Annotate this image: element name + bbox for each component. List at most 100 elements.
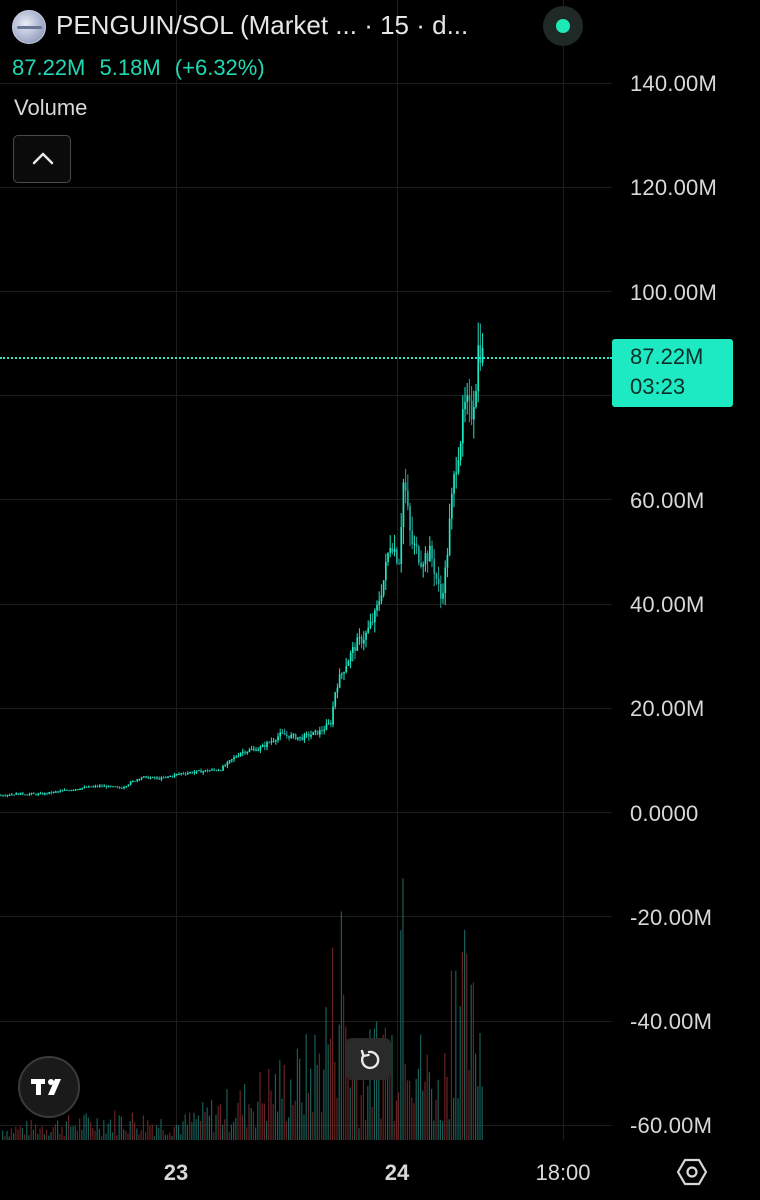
volume-bar [457, 1098, 459, 1140]
tradingview-logo-button[interactable] [18, 1056, 80, 1118]
candle [226, 760, 229, 769]
candle-body [345, 665, 348, 673]
candle-body [431, 545, 433, 559]
candle-body [444, 567, 447, 594]
price-chart[interactable] [0, 0, 612, 1140]
candle [151, 776, 154, 778]
volume-bar [290, 1079, 292, 1140]
volume-bar [211, 1100, 213, 1140]
y-tick-label: -20.00M [630, 905, 713, 930]
candle-body [125, 786, 128, 788]
candle-body [369, 621, 372, 628]
candle [354, 642, 356, 660]
volume-bar [380, 1118, 382, 1140]
volume-bar [336, 1098, 338, 1140]
candle-body [173, 774, 176, 777]
candle-body [268, 742, 271, 744]
candle [382, 580, 385, 598]
candle [457, 447, 460, 475]
candle-body [301, 736, 304, 740]
candle [277, 732, 279, 743]
candle [442, 583, 444, 604]
market-status-indicator[interactable] [543, 6, 583, 46]
volume-bar [233, 1121, 235, 1140]
candle [301, 734, 304, 741]
candle [0, 794, 2, 797]
candle [242, 748, 244, 757]
candle-body [204, 770, 207, 772]
candle [149, 776, 152, 780]
candle [6, 794, 9, 798]
candle [189, 771, 191, 774]
reset-chart-button[interactable] [346, 1038, 391, 1080]
candle-body [90, 786, 92, 788]
symbol-title[interactable]: PENGUIN/SOL (Market ... · 15 · d... [56, 10, 469, 40]
volume-bar [365, 1119, 367, 1140]
candle [310, 730, 312, 740]
candle [217, 768, 220, 772]
gridline [0, 708, 612, 709]
candle [105, 784, 108, 789]
volume-bar [464, 929, 466, 1140]
candle [402, 478, 405, 545]
candle-body [387, 553, 389, 562]
candle-body [400, 527, 403, 564]
volume-bar [123, 1129, 125, 1140]
volume-bar [400, 930, 402, 1140]
volume-bar [228, 1131, 230, 1140]
candle-body [288, 735, 290, 739]
candle [316, 730, 319, 736]
candle [160, 776, 163, 782]
candle-body [127, 784, 130, 787]
candle [134, 780, 136, 782]
candle [72, 789, 75, 791]
volume-bar [435, 1099, 437, 1140]
candle [250, 745, 253, 751]
volume-bar [334, 1062, 336, 1140]
candle-body [233, 757, 235, 760]
candle [358, 628, 361, 645]
gridline [0, 604, 612, 605]
candle-body [433, 558, 436, 574]
volume-bar [268, 1068, 270, 1140]
candle [367, 620, 370, 634]
volume-bar [292, 1104, 294, 1140]
candle [448, 503, 451, 557]
volume-indicator-title[interactable]: Volume [14, 95, 88, 120]
candle [107, 785, 110, 788]
gridline [0, 83, 612, 84]
token-logo-icon[interactable] [12, 10, 46, 44]
volume-bar [433, 1120, 435, 1140]
volume-bar [197, 1115, 199, 1140]
volume-bar [81, 1129, 83, 1140]
candle [173, 772, 176, 779]
volume-bar [453, 1097, 455, 1140]
candle-body [132, 780, 134, 782]
candle [50, 790, 53, 795]
candle-body [464, 402, 466, 410]
volume-bar [343, 994, 345, 1140]
candle-body [440, 584, 442, 599]
volume-bar [446, 1076, 448, 1140]
candle-body [242, 751, 244, 753]
collapse-legend-button[interactable] [13, 135, 71, 183]
candle-body [336, 687, 339, 693]
volume-bar [37, 1134, 39, 1140]
candle [187, 771, 189, 775]
candle-body [145, 776, 147, 778]
candle [77, 789, 79, 791]
candle-body [286, 735, 288, 736]
candle [204, 769, 207, 772]
candle-body [41, 793, 44, 795]
candle-body [198, 770, 200, 772]
chart-settings-button[interactable] [676, 1156, 708, 1193]
volume-bar [466, 953, 468, 1140]
candle-body [429, 545, 431, 562]
volume-bar [411, 1097, 413, 1140]
volume-bar [461, 952, 463, 1140]
candle [435, 572, 438, 585]
candle-body [169, 776, 172, 777]
candle [158, 776, 161, 780]
candle [396, 546, 398, 565]
candle-body [246, 751, 249, 754]
